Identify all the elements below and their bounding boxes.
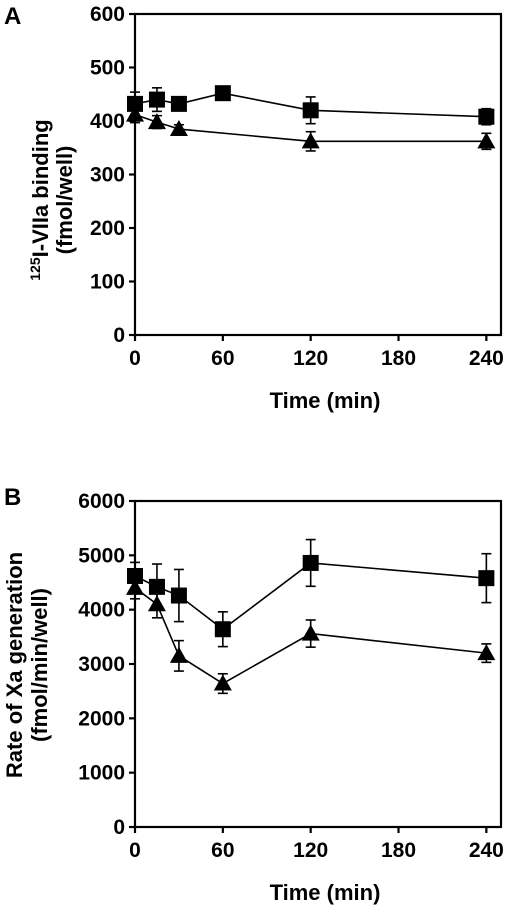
y-axis-title-line1: 125I-VIIa binding [27,119,53,280]
y-tick-label: 500 [90,57,125,80]
data-point-square [302,102,319,119]
x-tick-label: 240 [469,347,504,370]
data-point-triangle [126,105,144,122]
data-point-triangle [169,646,188,663]
plot-area-b: 0 1000 2000 3000 4000 5000 6000 0 60 120 180 240 [78,490,504,862]
data-point-triangle [301,132,320,149]
data-point-triangle [147,113,166,130]
x-tick-label: 240 [469,839,504,862]
x-tick-label: 120 [293,347,328,370]
y-axis-title-line2: (fmol/well) [52,146,77,255]
panel-label: A [4,3,21,30]
y-tick-label: 3000 [78,653,125,676]
data-point-square [127,95,143,112]
x-axis-title: Time (min) [270,388,381,413]
y-tick-label: 300 [90,164,125,187]
data-point-triangle [477,132,496,149]
x-tick-label: 180 [381,839,416,862]
panel-a: A 0 100 200 300 400 500 600 0 60 120 180 240 Time (… [4,3,504,413]
data-point-triangle [477,644,496,661]
svg-text:125I-VIIa binding: 125I-VIIa binding [27,119,53,280]
data-point-triangle [147,595,166,612]
x-tick-label: 60 [211,839,234,862]
data-point-square [148,91,165,108]
data-point-square [170,95,187,112]
plot-frame [133,499,503,829]
y-tick-label: 6000 [78,490,125,513]
data-point-square [170,587,187,604]
data-point-square [478,570,495,587]
x-tick-label: 0 [129,839,141,862]
y-tick-label: 0 [113,816,125,839]
plot-frame [133,12,503,337]
y-axis-title-text: I-VIIa binding [28,119,53,257]
data-point-triangle [169,120,188,137]
y-tick-label: 1000 [78,762,125,785]
data-point-triangle [126,578,144,595]
data-point-square [214,85,231,102]
y-tick-label: 600 [90,3,125,26]
y-tick-label: 4000 [78,599,125,622]
y-tick-label: 200 [90,217,125,240]
x-tick-label: 180 [381,347,416,370]
data-point-square [478,108,495,125]
y-tick-label: 0 [113,324,125,347]
y-axis-title-superscript: 125 [27,257,43,281]
y-tick-label: 100 [90,271,125,294]
x-tick-label: 60 [211,347,234,370]
data-point-triangle [213,674,232,691]
data-point-square [214,621,231,638]
y-axis-title-line2: (fmol/min/well) [27,588,52,742]
data-point-triangle [301,624,320,641]
plot-area-a: 0 100 200 300 400 500 600 0 60 120 180 240 [90,3,504,370]
data-point-square [127,567,143,584]
x-tick-label: 120 [293,839,328,862]
y-tick-label: 2000 [78,707,125,730]
y-tick-label: 400 [90,110,125,133]
y-axis-title-line1: Rate of Xa generation [2,552,27,778]
series-line-triangle [134,587,487,685]
data-point-square [302,554,319,571]
y-tick-label: 5000 [78,544,125,567]
x-tick-label: 0 [129,347,141,370]
x-axis-title: Time (min) [270,880,381,905]
panel-label: B [4,484,21,511]
